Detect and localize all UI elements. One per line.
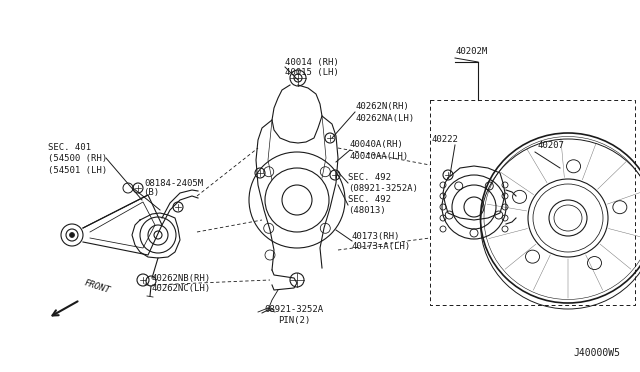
Text: FRONT: FRONT [83, 278, 111, 295]
Text: SEC. 492: SEC. 492 [348, 173, 391, 183]
Text: 40262NB(RH): 40262NB(RH) [152, 273, 211, 282]
Text: (54500 (RH): (54500 (RH) [48, 154, 107, 164]
Text: 40040A(RH): 40040A(RH) [350, 141, 404, 150]
Text: 40173+A(LH): 40173+A(LH) [352, 243, 411, 251]
Text: PIN(2): PIN(2) [278, 317, 310, 326]
Text: 08184-2405M: 08184-2405M [144, 180, 203, 189]
Ellipse shape [70, 232, 74, 237]
Text: SEC. 401: SEC. 401 [48, 144, 91, 153]
Text: 40222: 40222 [432, 135, 459, 144]
Text: (48013): (48013) [348, 206, 386, 215]
Text: 40262NA(LH): 40262NA(LH) [355, 113, 414, 122]
Text: (08921-3252A): (08921-3252A) [348, 185, 418, 193]
Text: (B): (B) [143, 189, 159, 198]
Text: 40202M: 40202M [455, 48, 487, 57]
Text: J40000W5: J40000W5 [573, 348, 620, 358]
Text: 40207: 40207 [537, 141, 564, 150]
Text: 40015 (LH): 40015 (LH) [285, 68, 339, 77]
Text: 40040AA(LH): 40040AA(LH) [350, 151, 409, 160]
Text: 40262NC(LH): 40262NC(LH) [152, 285, 211, 294]
Text: 40014 (RH): 40014 (RH) [285, 58, 339, 67]
Text: SEC. 492: SEC. 492 [348, 196, 391, 205]
Text: 08921-3252A: 08921-3252A [264, 305, 323, 314]
Text: (54501 (LH): (54501 (LH) [48, 166, 107, 174]
Text: 40173(RH): 40173(RH) [352, 231, 401, 241]
Text: 40262N(RH): 40262N(RH) [355, 103, 409, 112]
